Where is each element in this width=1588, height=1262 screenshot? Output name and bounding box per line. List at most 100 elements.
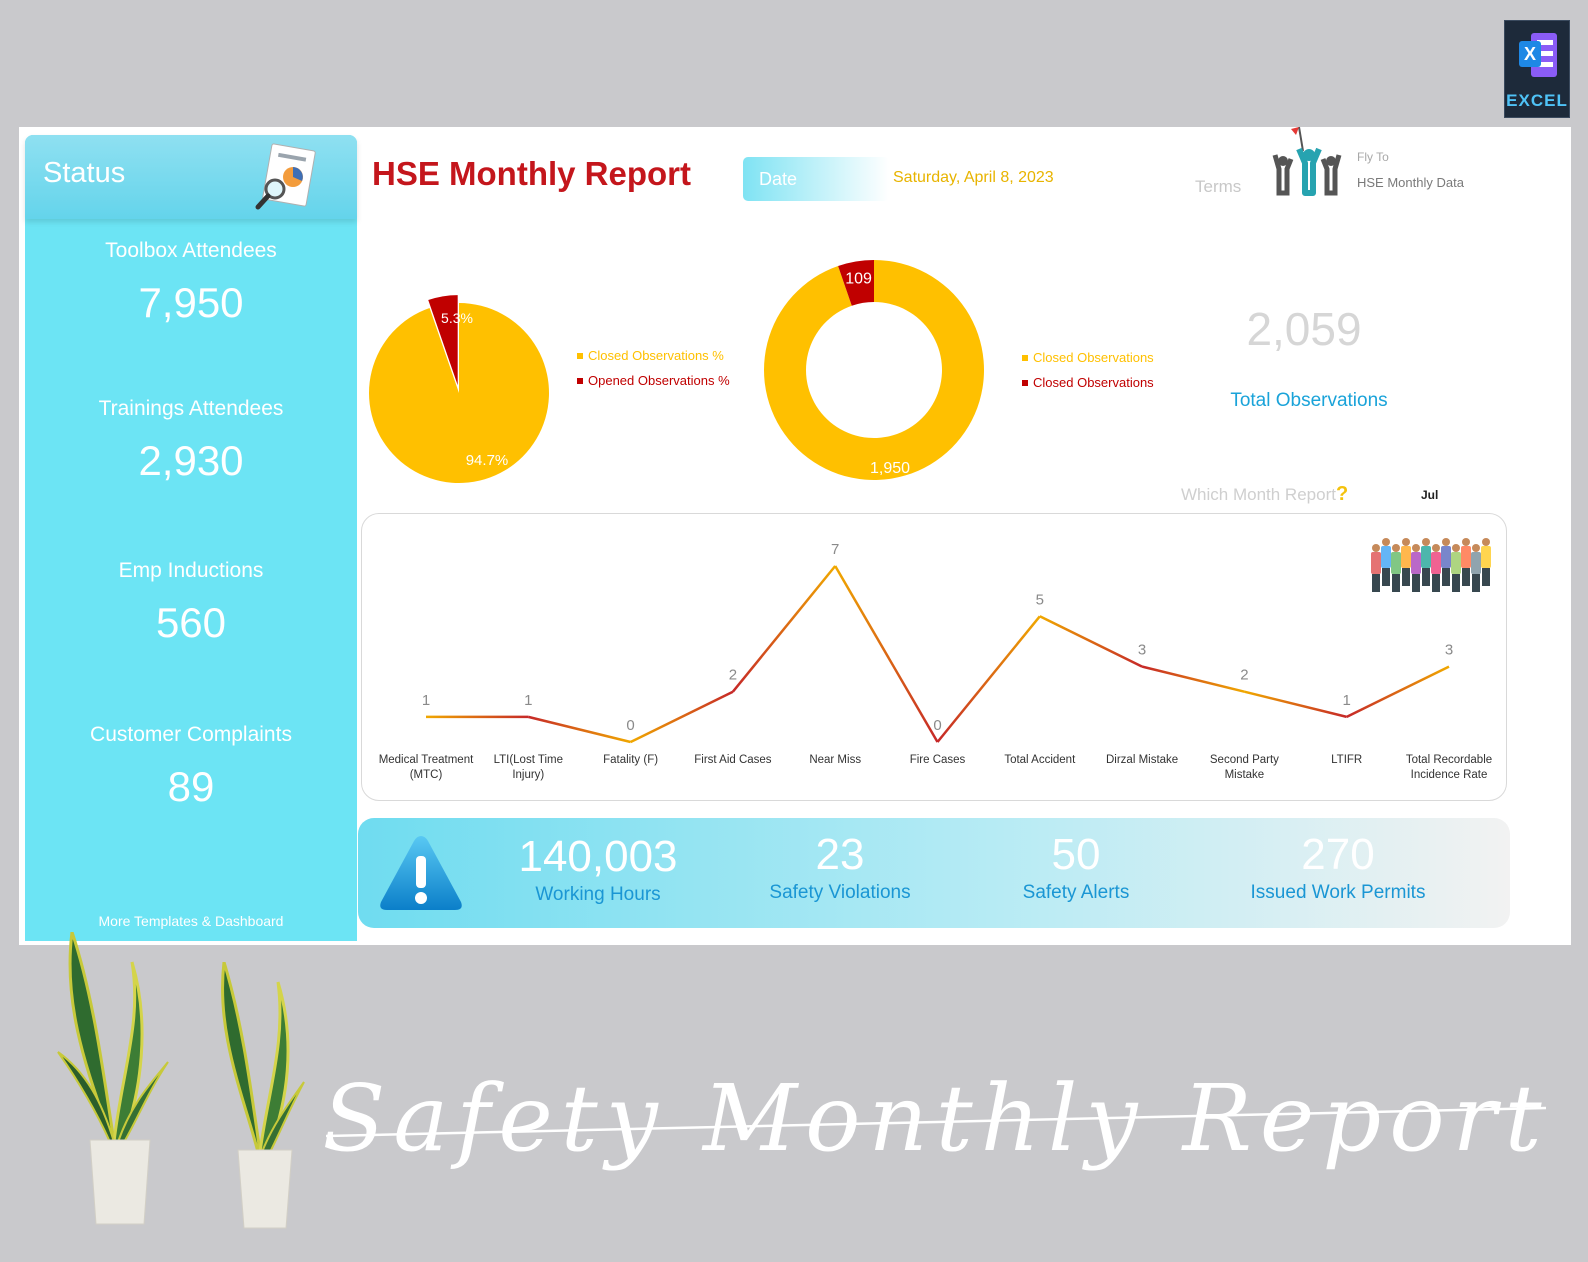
legend-swatch [577, 377, 583, 384]
stat-value: 560 [155, 599, 227, 646]
line-segment [936, 615, 1041, 743]
legend-label: Closed Observations % [588, 348, 724, 363]
plant-leaf [221, 962, 262, 1154]
date-label: Date [759, 169, 798, 189]
line-segment [1039, 615, 1143, 668]
pie-slice-opened [428, 295, 458, 386]
donut-data-label: 1,950 [870, 460, 910, 477]
more-templates-link[interactable]: More Templates & Dashboard [98, 913, 284, 929]
x-tick-label: LTI(Lost Time [494, 754, 563, 766]
plant-leaf [258, 981, 290, 1154]
donut-slice-closed [764, 260, 984, 481]
line-segment [731, 565, 837, 693]
incidents-line-chart: 1 Medical Treatment (MTC) 1 LTI(Lost Time Inj… [379, 541, 1492, 781]
legend-label: Closed Observations [1033, 375, 1154, 390]
date-box: Date [743, 157, 889, 201]
kpi-working-hours: 140,003 Working Hours [508, 832, 688, 906]
line-data-label: 3 [1445, 642, 1453, 659]
warning-icon [380, 836, 462, 910]
line-segment [630, 690, 734, 744]
pie-data-label: 5.3% [441, 310, 473, 326]
x-tick-label: Total Recordable [1406, 754, 1492, 766]
month-selector[interactable]: Jul [1421, 488, 1439, 502]
script-title-text: Safety Monthly Report [322, 1065, 1549, 1172]
x-tick-label: LTIFR [1331, 754, 1362, 766]
total-observations-value: 2,059 [1246, 303, 1362, 355]
x-tick-label: Injury) [512, 769, 544, 781]
donut-legend: Closed Observations Closed Observations [1022, 350, 1154, 400]
stat-label: Trainings Attendees [98, 397, 284, 420]
x-tick-label: Medical Treatment [379, 754, 474, 766]
x-tick-label: (MTC) [410, 769, 443, 781]
question-mark: ? [1335, 483, 1349, 505]
incidents-line-chart-panel: 1 Medical Treatment (MTC) 1 LTI(Lost Time Inj… [361, 513, 1507, 801]
kpi-label: Working Hours [535, 884, 661, 905]
line-data-label: 1 [524, 692, 532, 709]
svg-text:X: X [1524, 44, 1536, 64]
status-title: Status [43, 157, 126, 189]
status-sidebar: Status Toolbox Attendees 7,950 Trainings… [25, 135, 357, 941]
terms-link[interactable]: Terms [1195, 177, 1242, 196]
legend-item: Closed Observations % [577, 348, 730, 363]
kpi-value: 270 [1301, 830, 1375, 879]
observations-donut-chart: 1,950 109 [764, 260, 984, 481]
line-data-label: 5 [1036, 591, 1044, 608]
plant-icon [57, 932, 169, 1225]
dashboard: Status Toolbox Attendees 7,950 Trainings… [19, 126, 1571, 945]
which-month-label: Which Month Report? [1181, 483, 1348, 506]
line-data-label: 1 [1343, 692, 1351, 709]
kpi-bar: 140,003 Working Hours 23 Safety Violatio… [358, 818, 1510, 928]
line-data-label: 1 [422, 692, 430, 709]
plant-leaf [260, 1081, 305, 1153]
x-tick-label: First Aid Cases [694, 754, 772, 766]
line-segment [1346, 665, 1450, 718]
excel-badge: X EXCEL [1504, 20, 1570, 118]
line-data-label: 0 [626, 717, 634, 734]
x-tick-label: Incidence Rate [1411, 769, 1488, 781]
kpi-value: 23 [815, 830, 865, 879]
excel-icon: X [1519, 33, 1557, 77]
stat-customer-complaints: Customer Complaints 89 [25, 723, 357, 811]
total-observations-label: Total Observations [1230, 390, 1388, 411]
kpi-label: Safety Violations [769, 882, 911, 903]
x-tick-label: Dirzal Mistake [1106, 754, 1178, 766]
x-tick-label: Total Accident [1004, 754, 1076, 766]
legend-label: Opened Observations % [588, 373, 730, 388]
kpi-value: 140,003 [518, 832, 678, 881]
line-data-label: 2 [1240, 667, 1248, 684]
kpi-value: 50 [1051, 830, 1101, 879]
hse-monthly-data-link[interactable]: HSE Monthly Data [1357, 175, 1464, 190]
kpi-safety-alerts: 50 Safety Alerts [986, 830, 1166, 904]
title-underline [325, 1106, 1547, 1138]
x-tick-label: Fire Cases [910, 754, 966, 766]
team-flag-icon[interactable] [1269, 123, 1343, 199]
x-tick-label: Second Party [1210, 754, 1279, 766]
x-tick-label: Mistake [1225, 769, 1265, 781]
stat-label: Emp Inductions [118, 559, 264, 582]
stat-label: Customer Complaints [90, 723, 292, 746]
stat-value: 89 [167, 763, 215, 810]
plant-pot [237, 1149, 293, 1229]
legend-swatch [1022, 379, 1028, 386]
date-value[interactable]: Saturday, April 8, 2023 [893, 169, 1054, 186]
legend-item: Opened Observations % [577, 373, 730, 388]
donut-data-label: 109 [845, 270, 872, 287]
x-tick-label: Near Miss [809, 754, 861, 766]
line-data-label: 2 [729, 667, 737, 684]
which-month-text: Which Month Report [1181, 485, 1336, 504]
report-magnifier-icon [255, 143, 316, 210]
kpi-safety-violations: 23 Safety Violations [750, 830, 930, 904]
line-data-label: 0 [933, 717, 941, 734]
legend-label: Closed Observations [1033, 350, 1154, 365]
line-segment [834, 565, 939, 743]
legend-swatch [577, 352, 583, 359]
donut-slice-opened [838, 260, 874, 306]
stat-toolbox-attendees: Toolbox Attendees 7,950 [25, 239, 357, 327]
stat-value: 7,950 [138, 279, 244, 326]
kpi-label: Safety Alerts [1022, 882, 1130, 903]
pie-data-label: 94.7% [466, 452, 509, 469]
page-title: HSE Monthly Report [372, 155, 691, 192]
fly-to-label: Fly To [1357, 150, 1389, 164]
legend-item: Closed Observations [1022, 350, 1154, 365]
crowd-icon [1371, 538, 1491, 592]
